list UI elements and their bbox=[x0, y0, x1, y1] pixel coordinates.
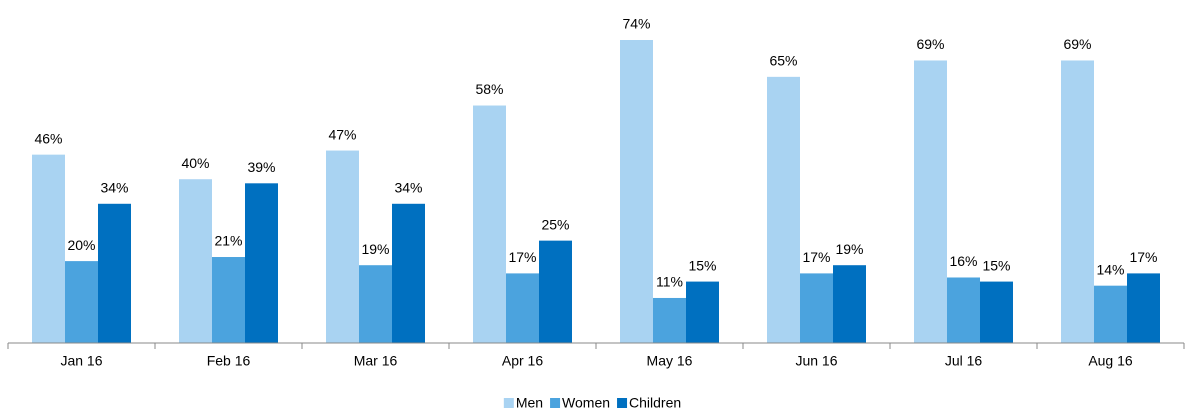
bar bbox=[539, 240, 572, 343]
data-label: 19% bbox=[361, 241, 389, 257]
legend-swatch bbox=[617, 398, 628, 408]
data-label: 34% bbox=[394, 179, 422, 195]
data-label: 21% bbox=[214, 233, 242, 249]
bar bbox=[326, 150, 359, 343]
bar bbox=[767, 76, 800, 343]
data-label: 39% bbox=[247, 159, 275, 175]
data-label: 69% bbox=[916, 36, 944, 52]
data-label: 17% bbox=[1129, 249, 1157, 265]
bar bbox=[359, 265, 392, 343]
x-tick-label: Jan 16 bbox=[60, 353, 102, 369]
data-label: 14% bbox=[1096, 261, 1124, 277]
legend-swatch bbox=[503, 398, 514, 408]
data-label: 65% bbox=[769, 53, 797, 69]
data-label: 16% bbox=[949, 253, 977, 269]
bar bbox=[833, 265, 866, 343]
x-tick-label: Aug 16 bbox=[1088, 353, 1133, 369]
bar bbox=[914, 60, 947, 344]
data-label: 15% bbox=[982, 257, 1010, 273]
bar bbox=[980, 281, 1013, 343]
bar bbox=[473, 105, 506, 343]
bar bbox=[506, 273, 539, 343]
bar bbox=[947, 277, 980, 343]
bar bbox=[686, 281, 719, 343]
bar bbox=[179, 179, 212, 343]
data-label: 58% bbox=[475, 81, 503, 97]
bar bbox=[800, 273, 833, 343]
legend-label: Children bbox=[629, 395, 681, 411]
data-label: 17% bbox=[508, 249, 536, 265]
bar bbox=[392, 203, 425, 343]
data-label: 17% bbox=[802, 249, 830, 265]
data-label: 19% bbox=[835, 241, 863, 257]
legend-label: Men bbox=[516, 395, 543, 411]
bar bbox=[245, 183, 278, 343]
data-label: 20% bbox=[67, 237, 95, 253]
data-label: 34% bbox=[100, 179, 128, 195]
bar bbox=[98, 203, 131, 343]
bar bbox=[1127, 273, 1160, 343]
bar bbox=[32, 154, 65, 343]
x-tick-label: Jun 16 bbox=[795, 353, 837, 369]
data-label: 74% bbox=[622, 16, 650, 32]
x-tick-label: Jul 16 bbox=[945, 353, 983, 369]
data-label: 15% bbox=[688, 257, 716, 273]
bar bbox=[620, 40, 653, 343]
legend-swatch bbox=[550, 398, 561, 408]
x-tick-label: Feb 16 bbox=[207, 353, 251, 369]
legend-label: Women bbox=[562, 395, 610, 411]
data-label: 46% bbox=[34, 130, 62, 146]
x-tick-label: Apr 16 bbox=[502, 353, 543, 369]
data-label: 40% bbox=[181, 155, 209, 171]
data-label: 47% bbox=[328, 126, 356, 142]
bar bbox=[1061, 60, 1094, 344]
bar bbox=[212, 257, 245, 343]
data-label: 69% bbox=[1063, 36, 1091, 52]
data-label: 25% bbox=[541, 216, 569, 232]
x-tick-label: Mar 16 bbox=[354, 353, 398, 369]
bar bbox=[653, 297, 686, 343]
bar bbox=[1094, 285, 1127, 343]
data-label: 11% bbox=[656, 274, 683, 290]
x-tick-label: May 16 bbox=[647, 353, 693, 369]
bar bbox=[65, 261, 98, 343]
